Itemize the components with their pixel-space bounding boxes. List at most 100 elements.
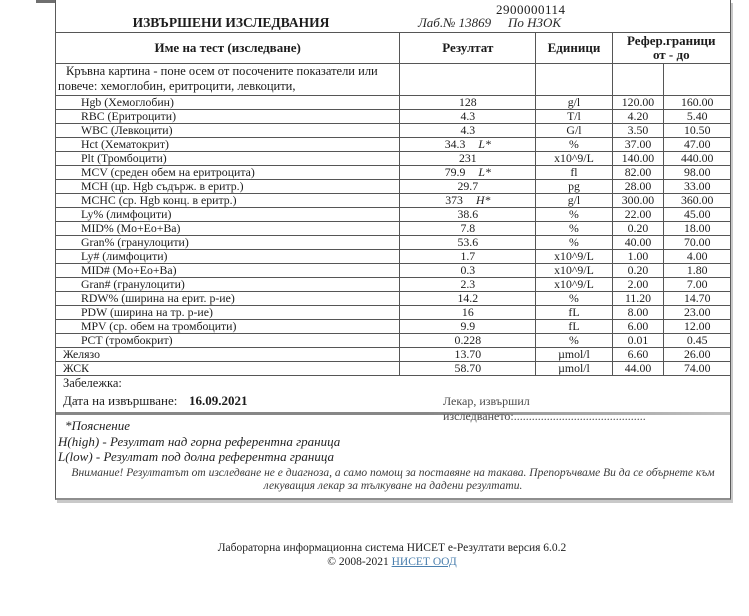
result-cell: 0.228	[399, 333, 537, 348]
ref-from-cell: 3.50	[611, 123, 665, 138]
abnormal-flag: L*	[478, 165, 491, 179]
result-value: 16	[461, 305, 474, 319]
units-cell: G/l	[535, 123, 613, 138]
ref-from-cell: 0.01	[611, 333, 665, 348]
ref-from-cell	[611, 63, 665, 96]
ref-from-cell: 1.00	[611, 249, 665, 264]
ref-from-cell: 8.00	[611, 305, 665, 320]
result-value: 58.70	[454, 361, 482, 375]
table-row: MID# (Mo+Eo+Ba) 0.3 x10^9/L 0.20 1.80	[56, 263, 730, 278]
ref-to-cell: 14.70	[663, 291, 730, 306]
result-cell: 373 H*	[399, 193, 537, 208]
footer: Лабораторна информационна система НИСЕТ …	[55, 541, 729, 569]
result-cell: 1.7	[399, 249, 537, 264]
table-row: MCH (цр. Hgb съдърж. в еритр.) 29.7 pg 28.0…	[56, 179, 730, 194]
test-name-cell: MCV (среден обем на еритроцита)	[56, 165, 401, 180]
test-name-cell: Gran# (гранулоцити)	[56, 277, 401, 292]
column-header-result: Резултат	[399, 32, 537, 64]
page-title: ИЗВЪРШЕНИ ИЗСЛЕДВАНИЯ	[132, 15, 330, 30]
results-tbody: Кръвна картина - поне осем от посочените…	[56, 63, 730, 376]
test-name-cell: MCH (цр. Hgb съдърж. в еритр.)	[56, 179, 401, 194]
ref-to-cell: 4.00	[663, 249, 730, 264]
vendor-link[interactable]: НИСЕТ ООД	[391, 556, 457, 568]
units-cell: x10^9/L	[535, 151, 613, 166]
result-value: 38.6	[457, 207, 479, 221]
test-name-cell: Ly% (лимфоцити)	[56, 207, 401, 222]
units-cell: x10^9/L	[535, 263, 613, 278]
units-cell	[535, 63, 613, 96]
disclaimer-text: Внимание! Резултатът от изследване не е …	[71, 466, 715, 492]
date-row: Дата на извършване: 16.09.2021 Лекар, из…	[56, 391, 730, 423]
claim-number: 2900000114	[496, 2, 566, 17]
result-cell: 7.8	[399, 221, 537, 236]
table-row: RBC (Еритроцити) 4.3 T/l 4.20 5.40	[56, 109, 730, 124]
units-cell: fL	[535, 319, 613, 334]
test-name-cell: Hgb (Хемоглобин)	[56, 95, 401, 110]
test-name-cell: Gran% (гранулоцити)	[56, 235, 401, 250]
table-row: PDW (ширина на тр. р-ие) 16 fL 8.00 23.00	[56, 305, 730, 320]
test-name-cell: PDW (ширина на тр. р-ие)	[56, 305, 401, 320]
result-cell: 29.7	[399, 179, 537, 194]
legend-low-flag: L(low) - Резултат под долна референтна г…	[58, 449, 335, 464]
test-name-cell: Ly# (лимфоцити)	[56, 249, 401, 264]
result-cell: 13.70	[399, 347, 537, 362]
ref-from-cell: 0.20	[611, 263, 665, 278]
table-row: Gran# (гранулоцити) 2.3 x10^9/L 2.00 7.00	[56, 277, 730, 292]
doctor-signature-label: Лекар, извършил изследването:...........…	[443, 394, 646, 423]
ref-from-cell: 120.00	[611, 95, 665, 110]
result-value: 34.3	[444, 137, 466, 151]
result-value: 373	[445, 193, 463, 207]
result-value: 0.3	[460, 263, 476, 277]
footer-system-line: Лабораторна информационна система НИСЕТ …	[217, 542, 567, 554]
units-cell: %	[535, 291, 613, 306]
result-value: 7.8	[460, 221, 476, 235]
legend-section: *Пояснение H(high) - Резултат над горна …	[56, 415, 730, 465]
lab-report-box: 2900000114 ИЗВЪРШЕНИ ИЗСЛЕДВАНИЯ Лаб.№ 1…	[55, 0, 731, 500]
ref-range-title: Рефер.граници	[627, 33, 716, 48]
ref-from-cell: 6.00	[611, 319, 665, 334]
funding-source-label: По НЗОК	[508, 15, 561, 30]
table-row: Ly# (лимфоцити) 1.7 x10^9/L 1.00 4.00	[56, 249, 730, 264]
results-table: Име на тест (изследване) Резултат Единиц…	[56, 32, 730, 376]
panel-group-note-line1: Кръвна картина - поне осем от посочените…	[66, 64, 378, 79]
test-name-cell: WBC (Левкоцити)	[56, 123, 401, 138]
units-cell: %	[535, 235, 613, 250]
result-value: 14.2	[457, 291, 479, 305]
ref-to-cell: 45.00	[663, 207, 730, 222]
clipped-text-fragment	[36, 0, 58, 3]
ref-to-cell: 70.00	[663, 235, 730, 250]
result-value: 4.3	[460, 123, 476, 137]
table-header-row: Име на тест (изследване) Резултат Единиц…	[56, 32, 730, 64]
units-cell: %	[535, 207, 613, 222]
abnormal-flag: L*	[478, 137, 491, 151]
result-value: 53.6	[457, 235, 479, 249]
test-name-cell: PCT (тромбокрит)	[56, 333, 401, 348]
abnormal-flag: H*	[475, 193, 491, 207]
test-name-cell: MID% (Mo+Eo+Ba)	[56, 221, 401, 236]
ref-range-subtitle: от - до	[652, 47, 690, 62]
test-name-cell: RBC (Еритроцити)	[56, 109, 401, 124]
ref-from-cell: 44.00	[611, 361, 665, 376]
panel-group-row: Кръвна картина - поне осем от посочените…	[56, 63, 730, 96]
ref-from-cell: 140.00	[611, 151, 665, 166]
result-cell: 79.9 L*	[399, 165, 537, 180]
test-name-cell: MCHC (ср. Hgb конц. в еритр.)	[56, 193, 401, 208]
legend-title: *Пояснение	[65, 418, 130, 433]
test-name-cell: RDW% (ширина на ерит. р-ие)	[56, 291, 401, 306]
ref-to-cell: 12.00	[663, 319, 730, 334]
result-cell: 0.3	[399, 263, 537, 278]
table-row: MID% (Mo+Eo+Ba) 7.8% 0.20 18.00	[56, 221, 730, 236]
ref-to-cell	[663, 63, 730, 96]
ref-to-cell: 0.45	[663, 333, 730, 348]
test-name-cell: Plt (Тромбоцити)	[56, 151, 401, 166]
units-cell: fl	[535, 165, 613, 180]
column-header-test-name: Име на тест (изследване)	[56, 32, 401, 64]
column-header-units: Единици	[535, 32, 613, 64]
test-name-cell: MPV (ср. обем на тромбоцити)	[56, 319, 401, 334]
table-row: RDW% (ширина на ерит. р-ие) 14.2% 11.20 14.…	[56, 291, 730, 306]
section-divider	[56, 412, 730, 415]
copyright-text: © 2008-2021	[327, 556, 389, 568]
table-row: Gran% (гранулоцити) 53.6% 40.00 70.00	[56, 235, 730, 250]
units-cell: %	[535, 137, 613, 152]
ref-from-cell: 28.00	[611, 179, 665, 194]
